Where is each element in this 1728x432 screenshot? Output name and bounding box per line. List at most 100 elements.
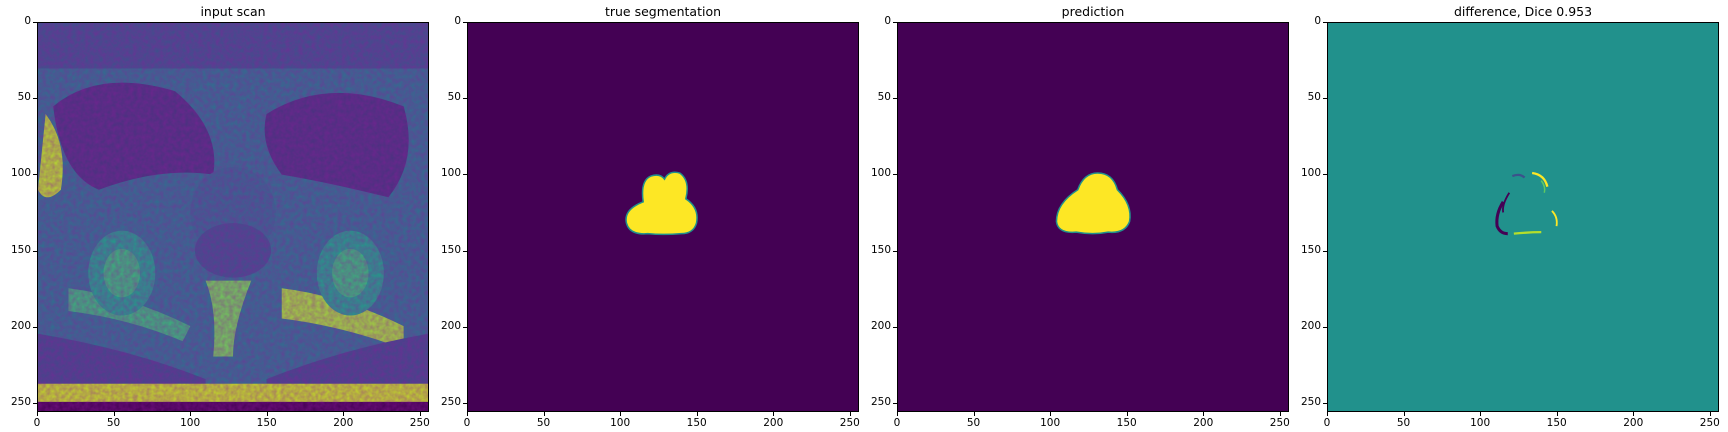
y-tick-label: 200 (870, 319, 891, 332)
x-tick-mark (37, 412, 38, 416)
y-tick-mark (893, 174, 897, 176)
x-tick-label: 250 (839, 417, 860, 429)
y-tick-label: 200 (1300, 319, 1321, 332)
y-tick-mark (463, 98, 467, 100)
y-tick-mark (33, 174, 37, 176)
x-tick-label: 50 (966, 417, 981, 429)
y-tick-label: 50 (17, 91, 31, 104)
y-tick-label: 0 (884, 15, 891, 27)
x-tick-label: 100 (1470, 417, 1491, 429)
y-tick-mark (33, 22, 37, 23)
y-tick-label: 100 (10, 167, 31, 180)
x-tick-label: 250 (1269, 417, 1290, 429)
y-tick-label: 100 (440, 167, 461, 180)
panel-difference: difference, Dice 0.953 0 0 50 50 100 100 150 15… (1290, 0, 1720, 432)
x-tick-label: 150 (1116, 417, 1137, 429)
mri-scan-graphic (38, 23, 428, 411)
x-tick-label: 150 (686, 417, 707, 429)
difference-graphic (1328, 23, 1718, 411)
panel-title: true segmentation (604, 4, 722, 19)
x-tick-mark (1126, 412, 1128, 416)
y-tick-mark (1323, 402, 1327, 404)
x-tick-mark (696, 412, 698, 416)
y-tick-mark (33, 98, 37, 100)
x-tick-mark (343, 412, 345, 416)
y-tick-mark (1323, 174, 1327, 176)
x-tick-label: 0 (893, 417, 901, 429)
x-tick-mark (419, 412, 421, 416)
x-tick-label: 150 (1546, 417, 1567, 429)
x-tick-mark (190, 412, 192, 416)
prediction-mask-graphic (898, 23, 1288, 411)
prediction-image (897, 22, 1289, 412)
x-tick-label: 100 (180, 417, 201, 429)
x-tick-label: 200 (1193, 417, 1214, 429)
difference-image (1327, 22, 1719, 412)
y-tick-label: 0 (454, 15, 461, 27)
x-tick-label: 200 (1623, 417, 1644, 429)
y-tick-mark (463, 22, 467, 23)
y-tick-mark (1323, 250, 1327, 252)
y-tick-mark (463, 326, 467, 328)
y-tick-label: 100 (870, 167, 891, 180)
panel-title: difference, Dice 0.953 (1453, 4, 1593, 19)
y-tick-mark (893, 250, 897, 252)
x-tick-mark (543, 412, 545, 416)
x-tick-label: 0 (1323, 417, 1331, 429)
y-tick-label: 200 (10, 319, 31, 332)
y-tick-label: 0 (1314, 15, 1321, 27)
panel-true-segmentation: true segmentation 0 0 50 50 100 100 150 150 200 2… (430, 0, 860, 432)
y-tick-label: 0 (24, 15, 31, 27)
x-tick-mark (849, 412, 851, 416)
x-tick-mark (1050, 412, 1052, 416)
x-tick-label: 50 (106, 417, 121, 429)
y-tick-mark (33, 326, 37, 328)
x-tick-mark (266, 412, 268, 416)
y-tick-label: 200 (440, 319, 461, 332)
y-tick-mark (463, 174, 467, 176)
y-tick-label: 50 (1307, 91, 1321, 104)
y-tick-mark (33, 402, 37, 404)
y-tick-mark (893, 22, 897, 23)
x-tick-mark (1480, 412, 1482, 416)
x-tick-mark (1279, 412, 1281, 416)
y-tick-mark (1323, 98, 1327, 100)
x-tick-mark (1633, 412, 1635, 416)
x-tick-mark (1403, 412, 1405, 416)
panel-input-scan: input scan (0, 0, 430, 432)
y-tick-mark (893, 402, 897, 404)
x-tick-mark (897, 412, 898, 416)
y-tick-label: 50 (447, 91, 461, 104)
x-tick-label: 0 (33, 417, 41, 429)
x-tick-label: 200 (333, 417, 354, 429)
x-tick-mark (1709, 412, 1711, 416)
y-tick-label: 100 (1300, 167, 1321, 180)
x-tick-label: 100 (610, 417, 631, 429)
y-tick-label: 150 (1300, 243, 1321, 256)
y-tick-label: 150 (10, 243, 31, 256)
panel-title: prediction (1061, 4, 1125, 19)
x-tick-mark (773, 412, 775, 416)
y-tick-label: 250 (1300, 395, 1321, 408)
y-tick-mark (1323, 22, 1327, 23)
y-tick-mark (463, 250, 467, 252)
x-tick-label: 200 (763, 417, 784, 429)
y-tick-label: 250 (870, 395, 891, 408)
x-tick-label: 150 (256, 417, 277, 429)
x-tick-label: 0 (463, 417, 471, 429)
panel-prediction: prediction 0 0 50 50 100 100 150 150 200 200 250 25… (860, 0, 1290, 432)
y-tick-mark (33, 250, 37, 252)
y-tick-mark (463, 402, 467, 404)
x-tick-label: 100 (1040, 417, 1061, 429)
x-tick-mark (467, 412, 468, 416)
y-tick-mark (893, 98, 897, 100)
y-tick-label: 250 (10, 395, 31, 408)
x-tick-label: 50 (1396, 417, 1411, 429)
x-tick-mark (973, 412, 975, 416)
y-tick-mark (893, 326, 897, 328)
true-mask-graphic (468, 23, 858, 411)
x-tick-mark (1556, 412, 1558, 416)
x-tick-label: 50 (536, 417, 551, 429)
input-scan-image (37, 22, 429, 412)
x-tick-mark (620, 412, 622, 416)
